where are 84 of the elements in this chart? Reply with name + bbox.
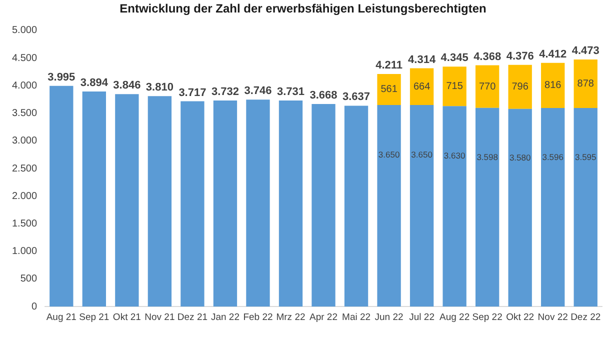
y-tick-label: 0: [31, 301, 38, 312]
y-tick-label: 3.000: [12, 136, 38, 147]
bar: [377, 74, 401, 105]
data-label: 3.717: [178, 86, 206, 99]
total-label: 4.412: [539, 48, 567, 60]
total-label: 4.211: [376, 60, 402, 72]
bar: [475, 108, 500, 307]
y-tick-label: 4.500: [12, 52, 38, 64]
y-tick-label: 2.500: [12, 163, 38, 174]
total-label: 4.314: [408, 54, 436, 66]
x-tick-label: Dez 22: [570, 312, 601, 323]
x-tick-label: Nov 22: [538, 312, 568, 323]
data-label: 3.650: [411, 150, 433, 160]
x-tick-label: Jul 22: [409, 312, 434, 323]
total-label: 4.376: [506, 50, 534, 62]
data-label: 3.650: [378, 150, 400, 160]
x-tick-label: Sep 22: [472, 312, 502, 323]
data-label: 561: [380, 84, 398, 96]
data-label: 3.598: [476, 152, 498, 162]
bar: [574, 60, 598, 108]
y-tick-label: 500: [20, 274, 38, 285]
data-label: 3.668: [310, 90, 338, 102]
data-label: 796: [512, 82, 529, 93]
bar: [82, 91, 106, 307]
bar: [410, 68, 434, 105]
data-label: 3.595: [574, 152, 597, 162]
chart-title: Entwicklung der Zahl der erwerbsfähigen Leistungsberechtigten: [120, 2, 486, 16]
x-tick-label: Nov 21: [144, 312, 175, 323]
y-tick-label: 4.000: [12, 80, 38, 92]
x-tick-label: Sep 21: [79, 312, 110, 323]
data-label: 3.810: [146, 82, 174, 94]
x-tick-label: Aug 22: [440, 312, 470, 323]
bar: [148, 96, 172, 307]
y-tick-label: 1.500: [12, 218, 38, 230]
bar: [410, 104, 434, 307]
y-tick-label: 3.500: [12, 108, 38, 120]
data-label: 3.637: [342, 91, 370, 104]
data-label: 3.894: [80, 77, 109, 90]
bar: [508, 108, 532, 307]
bar: [475, 65, 500, 108]
y-tick-label: 1.000: [12, 246, 38, 258]
x-tick-label: Mai 22: [342, 312, 371, 323]
data-label: 715: [446, 81, 464, 92]
total-label: 4.345: [440, 52, 468, 64]
bar: [442, 106, 466, 307]
bar: [508, 64, 532, 109]
bar: [344, 106, 368, 307]
bar: [278, 100, 303, 307]
data-label: 770: [478, 81, 496, 92]
x-tick-label: Aug 21: [46, 312, 76, 323]
x-tick-label: Okt 22: [506, 312, 534, 323]
bar: [180, 101, 204, 307]
data-label: 816: [544, 80, 562, 92]
data-label: 3.995: [48, 71, 76, 84]
x-tick-label: Feb 22: [243, 312, 273, 323]
data-label: 664: [413, 81, 431, 92]
data-label: 3.846: [113, 80, 141, 92]
y-tick-label: 2.000: [12, 190, 38, 202]
data-label: 3.580: [509, 152, 531, 163]
bar: [246, 100, 270, 307]
bar: [442, 66, 466, 106]
data-label: 3.732: [211, 86, 239, 98]
data-label: 3.746: [244, 85, 272, 98]
data-label: 3.596: [542, 152, 564, 162]
x-tick-label: Jan 22: [210, 312, 240, 323]
data-label: 878: [577, 78, 594, 90]
bar: [574, 108, 598, 307]
data-label: 3.731: [276, 86, 305, 98]
x-tick-label: Dez 21: [177, 312, 208, 323]
data-label: 3.630: [444, 150, 466, 161]
x-tick-label: Okt 21: [112, 312, 141, 323]
bar: [312, 104, 336, 307]
y-tick-label: 5.000: [12, 25, 38, 36]
bar: [50, 86, 74, 307]
x-tick-label: Apr 22: [310, 312, 338, 323]
bar: [213, 100, 238, 307]
bar: [541, 108, 565, 307]
bar: [115, 94, 139, 307]
x-tick-label: Mrz 22: [276, 312, 306, 323]
total-label: 4.368: [474, 50, 502, 63]
total-label: 4.473: [572, 45, 600, 58]
x-tick-label: Jun 22: [374, 312, 404, 323]
bar: [541, 62, 565, 108]
bar: [377, 104, 401, 307]
